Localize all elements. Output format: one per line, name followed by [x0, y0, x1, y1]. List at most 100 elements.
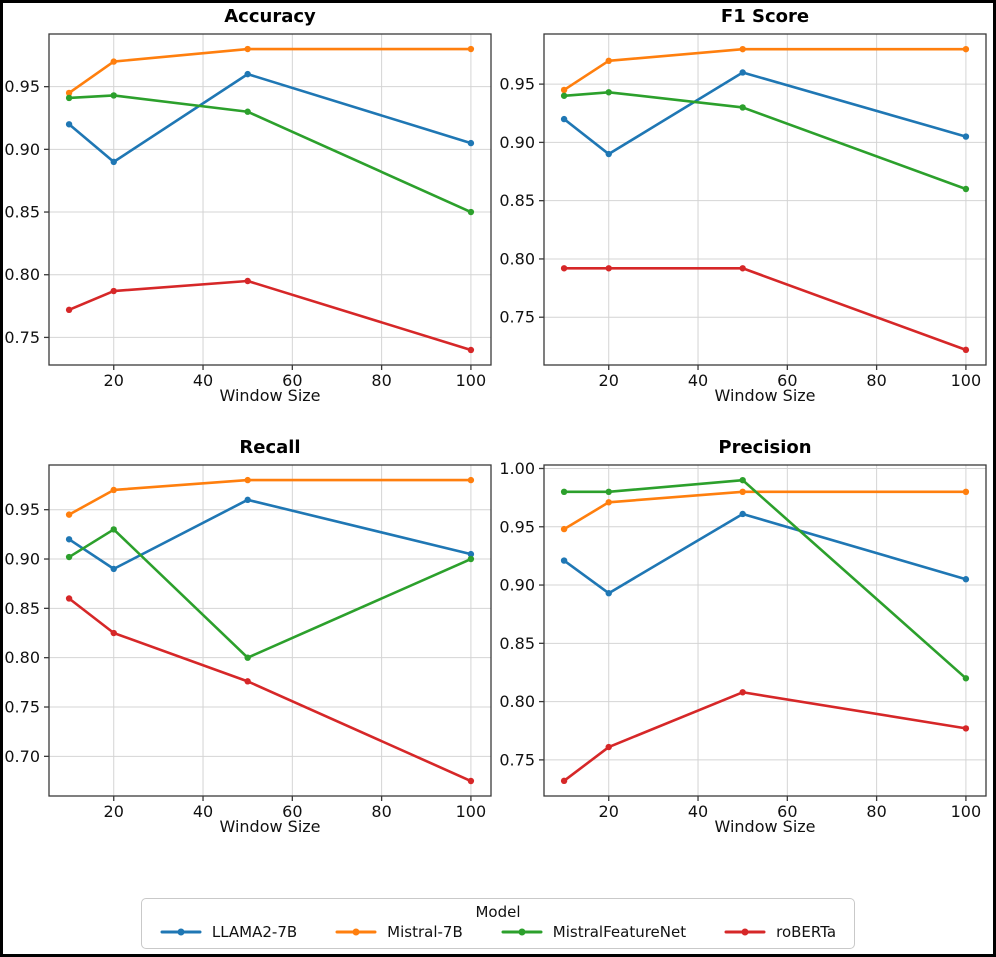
svg-text:80: 80 [866, 371, 886, 390]
svg-text:0.75: 0.75 [4, 698, 40, 717]
gridlines [544, 34, 986, 365]
svg-text:40: 40 [688, 802, 708, 821]
svg-text:20: 20 [599, 371, 619, 390]
svg-text:100: 100 [456, 802, 487, 821]
legend-item-llama2-7b: LLAMA2-7B [160, 923, 297, 941]
series-mistral-7b [65, 476, 475, 518]
svg-text:60: 60 [282, 802, 302, 821]
series-mistral-7b [560, 488, 970, 533]
legend-label: roBERTa [776, 923, 837, 941]
accuracy-plot: 20 40 60 80 100 0.75 0.80 0.85 0.90 0.95 [4, 33, 492, 390]
svg-text:0.75: 0.75 [499, 308, 535, 327]
series-mistralfeaturenet [65, 92, 475, 216]
svg-text:100: 100 [951, 802, 982, 821]
x-axis-label-precision: Window Size [714, 817, 816, 836]
recall-plot: 20 40 60 80 100 0.70 0.75 0.80 0.85 0.90 0.95 [4, 464, 492, 821]
svg-text:0.80: 0.80 [4, 648, 40, 667]
series-mistralfeaturenet [560, 89, 970, 193]
legend-label: Mistral-7B [387, 923, 463, 941]
svg-text:0.85: 0.85 [4, 599, 40, 618]
legend-line-sample-icon [501, 928, 543, 936]
chart-accuracy: Accuracy 20 40 60 80 100 0.75 0.80 0.85 0.90 0.95… [3, 3, 498, 434]
series-llama2-7b [560, 69, 970, 158]
legend-item-mistral-7b: Mistral-7B [335, 923, 463, 941]
svg-text:20: 20 [104, 371, 124, 390]
legend-item-roberta: roBERTa [724, 923, 836, 941]
series-mistral-7b [65, 45, 475, 97]
x-axis-label-f1-score: Window Size [714, 386, 816, 405]
axis-ticks: 20 40 60 80 100 0.75 0.80 0.85 0.90 0.95 [499, 75, 981, 390]
axis-ticks: 20 40 60 80 100 0.75 0.80 0.85 0.90 0.95 [4, 77, 486, 390]
series-mistral-7b [560, 45, 970, 94]
legend-line-sample-icon [335, 928, 377, 936]
legend-line-sample-icon [160, 928, 202, 936]
svg-text:60: 60 [777, 371, 797, 390]
chart-precision: Precision 20 40 60 80 100 0.75 0.80 0.85 0.90 0.9… [498, 434, 993, 865]
svg-text:0.80: 0.80 [499, 249, 535, 268]
svg-text:20: 20 [104, 802, 124, 821]
legend-label: MistralFeatureNet [552, 923, 687, 941]
precision-plot: 20 40 60 80 100 0.75 0.80 0.85 0.90 0.95 1.00 [499, 459, 987, 821]
series-roberta [65, 277, 475, 354]
svg-text:0.90: 0.90 [499, 576, 535, 595]
legend-label: LLAMA2-7B [211, 923, 298, 941]
svg-text:0.95: 0.95 [499, 75, 535, 94]
series-llama2-7b [65, 70, 475, 166]
series-mistralfeaturenet [560, 476, 970, 682]
chart-title-accuracy: Accuracy [224, 6, 316, 27]
series-llama2-7b [560, 510, 970, 597]
legend-item-mistralfeaturenet: MistralFeatureNet [501, 923, 686, 941]
legend-items: LLAMA2-7B Mistral-7B MistralFeatureNet roBE… [160, 923, 836, 941]
svg-text:80: 80 [866, 802, 886, 821]
series-roberta [560, 689, 970, 785]
svg-text:100: 100 [951, 371, 982, 390]
svg-text:0.80: 0.80 [4, 265, 40, 284]
svg-text:60: 60 [777, 802, 797, 821]
svg-text:40: 40 [688, 371, 708, 390]
chart-f1-score: F1 Score 20 40 60 80 100 0.75 0.80 0.85 0.90 0.95… [498, 3, 993, 434]
svg-text:0.85: 0.85 [4, 203, 40, 222]
plot-border [543, 33, 987, 366]
series-roberta [65, 595, 475, 785]
svg-text:0.80: 0.80 [499, 692, 535, 711]
legend: Model LLAMA2-7B Mistral-7B MistralFeatureN… [140, 898, 856, 949]
legend-area: Model LLAMA2-7B Mistral-7B MistralFeatureN… [3, 865, 993, 950]
legend-title: Model [475, 903, 521, 921]
svg-text:0.95: 0.95 [4, 77, 40, 96]
chart-title-recall: Recall [239, 437, 301, 458]
svg-text:60: 60 [282, 371, 302, 390]
plot-border [48, 464, 492, 797]
svg-text:0.75: 0.75 [4, 328, 40, 347]
x-axis-label-recall: Window Size [219, 817, 321, 836]
axis-ticks: 20 40 60 80 100 0.70 0.75 0.80 0.85 0.90 0.95 [4, 500, 486, 821]
series-llama2-7b [65, 496, 475, 573]
axis-ticks: 20 40 60 80 100 0.75 0.80 0.85 0.90 0.95 1.00 [499, 459, 981, 821]
plot-border [48, 33, 492, 366]
series-mistralfeaturenet [65, 526, 475, 661]
svg-text:40: 40 [193, 802, 213, 821]
svg-text:0.90: 0.90 [4, 140, 40, 159]
svg-text:1.00: 1.00 [499, 459, 535, 478]
svg-text:0.95: 0.95 [499, 517, 535, 536]
series-roberta [560, 265, 970, 354]
x-axis-label-accuracy: Window Size [219, 386, 321, 405]
plot-border [543, 464, 987, 797]
svg-text:0.70: 0.70 [4, 747, 40, 766]
svg-text:80: 80 [371, 371, 391, 390]
legend-line-sample-icon [724, 928, 766, 936]
chart-title-f1-score: F1 Score [720, 6, 810, 27]
svg-text:20: 20 [599, 802, 619, 821]
chart-recall: Recall 20 40 60 80 100 0.70 0.75 0.80 0.85 0.90 0.… [3, 434, 498, 865]
subplot-grid: Accuracy 20 40 60 80 100 0.75 0.80 0.85 0.90 0.95… [3, 3, 993, 865]
svg-text:0.95: 0.95 [4, 500, 40, 519]
svg-text:0.75: 0.75 [499, 750, 535, 769]
f1-score-plot: 20 40 60 80 100 0.75 0.80 0.85 0.90 0.95 [499, 33, 987, 390]
svg-text:0.90: 0.90 [499, 133, 535, 152]
gridlines [49, 34, 491, 365]
svg-text:0.90: 0.90 [4, 550, 40, 569]
svg-text:40: 40 [193, 371, 213, 390]
svg-text:0.85: 0.85 [499, 191, 535, 210]
svg-text:100: 100 [456, 371, 487, 390]
svg-text:0.85: 0.85 [499, 634, 535, 653]
